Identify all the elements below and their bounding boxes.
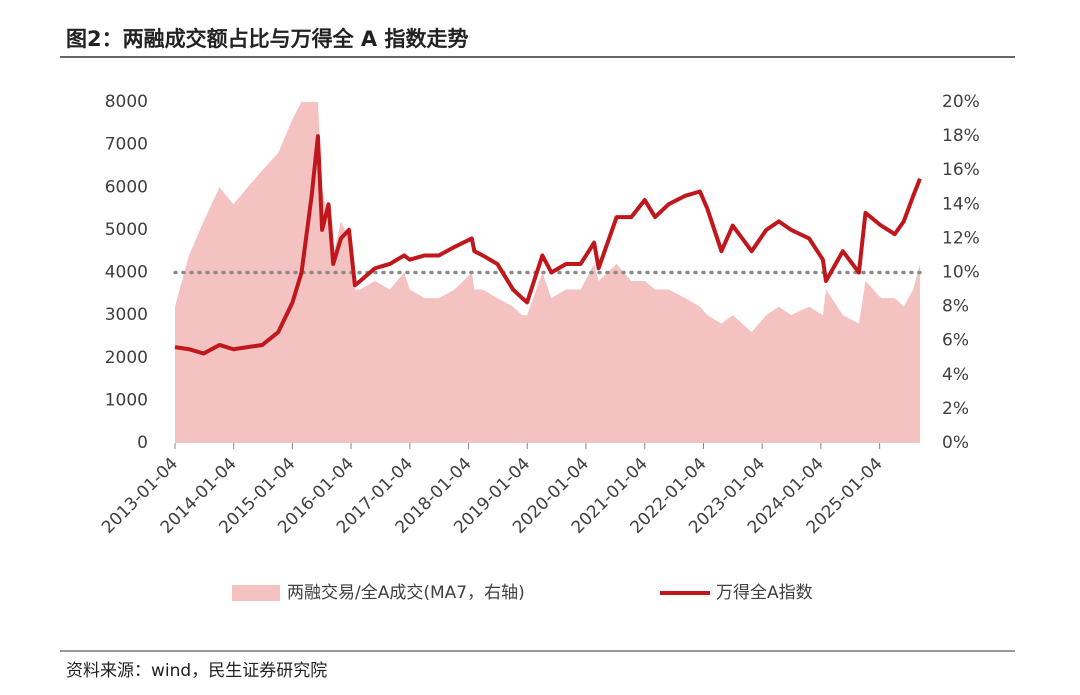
y-tick-label: 4000 <box>105 263 148 283</box>
legend-label: 两融交易/全A成交(MA7，右轴) <box>287 583 525 603</box>
chart-title: 图2：两融成交额占比与万得全 A 指数走势 <box>66 27 469 51</box>
y-tick-label: 0 <box>137 433 148 453</box>
y2-tick-label: 12% <box>942 228 980 248</box>
y2-tick-label: 2% <box>942 399 969 419</box>
legend-swatch <box>232 585 280 601</box>
y2-tick-label: 18% <box>942 126 980 146</box>
legend-label: 万得全A指数 <box>716 583 813 603</box>
y-tick-label: 7000 <box>105 135 148 155</box>
y2-tick-label: 8% <box>942 297 969 317</box>
line <box>174 134 922 356</box>
y-tick-label: 5000 <box>105 220 148 240</box>
y2-tick-label: 10% <box>942 263 980 283</box>
y-tick-label: 6000 <box>105 177 148 197</box>
y2-tick-label: 0% <box>942 433 969 453</box>
y2-tick-label: 16% <box>942 160 980 180</box>
y-tick-label: 1000 <box>105 390 148 410</box>
y-tick-label: 8000 <box>105 92 148 112</box>
y2-tick-label: 6% <box>942 331 969 351</box>
y-tick-label: 3000 <box>105 305 148 325</box>
y2-tick-label: 4% <box>942 365 969 385</box>
y-tick-label: 2000 <box>105 348 148 368</box>
source: 资料来源：wind，民生证券研究院 <box>66 661 327 681</box>
y2-tick-label: 20% <box>942 92 980 112</box>
y2-tick-label: 14% <box>942 194 980 214</box>
area <box>175 102 920 443</box>
